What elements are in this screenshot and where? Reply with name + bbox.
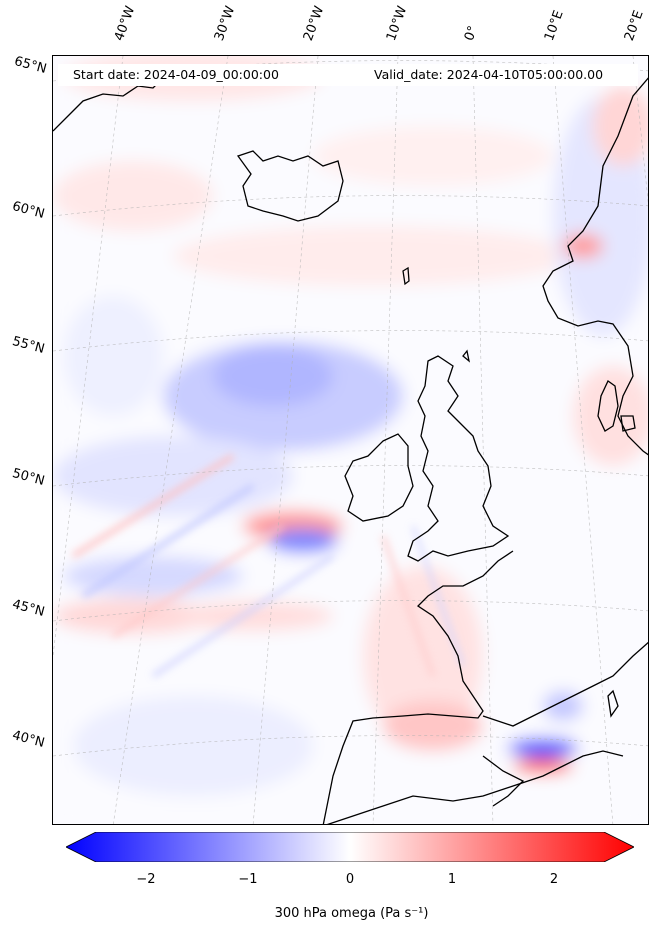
colorbar-title: 300 hPa omega (Pa s⁻¹) <box>274 906 429 921</box>
omega-streaks <box>71 453 465 679</box>
map-canvas <box>53 56 648 824</box>
lat-label-50n: 50°N <box>10 466 47 489</box>
omega-map <box>52 55 649 825</box>
colorbar <box>66 832 634 862</box>
lat-label-55n: 55°N <box>10 334 47 357</box>
colorbar-tick-1: 1 <box>447 872 457 887</box>
lon-label-20e: 20°E <box>621 8 647 44</box>
colorbar-tick-0: 0 <box>345 872 355 887</box>
colorbar-tick-minus1: −1 <box>238 872 258 887</box>
lat-label-45n: 45°N <box>10 597 47 620</box>
colorbar-tick-2: 2 <box>549 872 559 887</box>
lon-label-30w: 30°W <box>211 4 239 43</box>
lon-label-10w: 10°W <box>383 4 411 43</box>
header-background <box>58 64 638 86</box>
lat-label-40n: 40°N <box>10 728 47 751</box>
lat-label-65n: 65°N <box>12 54 49 77</box>
lon-label-40w: 40°W <box>111 4 139 43</box>
colorbar-gradient <box>66 832 634 862</box>
lon-label-20w: 20°W <box>300 4 328 43</box>
lat-label-60n: 60°N <box>10 199 47 222</box>
colorbar-tick-minus2: −2 <box>136 872 156 887</box>
start-date-label: Start date: 2024-04-09_00:00:00 <box>73 67 279 82</box>
lon-label-0: 0° <box>461 23 482 43</box>
valid-date-label: Valid_date: 2024-04-10T05:00:00.00 <box>374 67 604 82</box>
omega-field <box>53 56 648 824</box>
lon-label-10e: 10°E <box>541 8 567 44</box>
graticule <box>53 56 648 824</box>
coastlines <box>53 77 648 824</box>
